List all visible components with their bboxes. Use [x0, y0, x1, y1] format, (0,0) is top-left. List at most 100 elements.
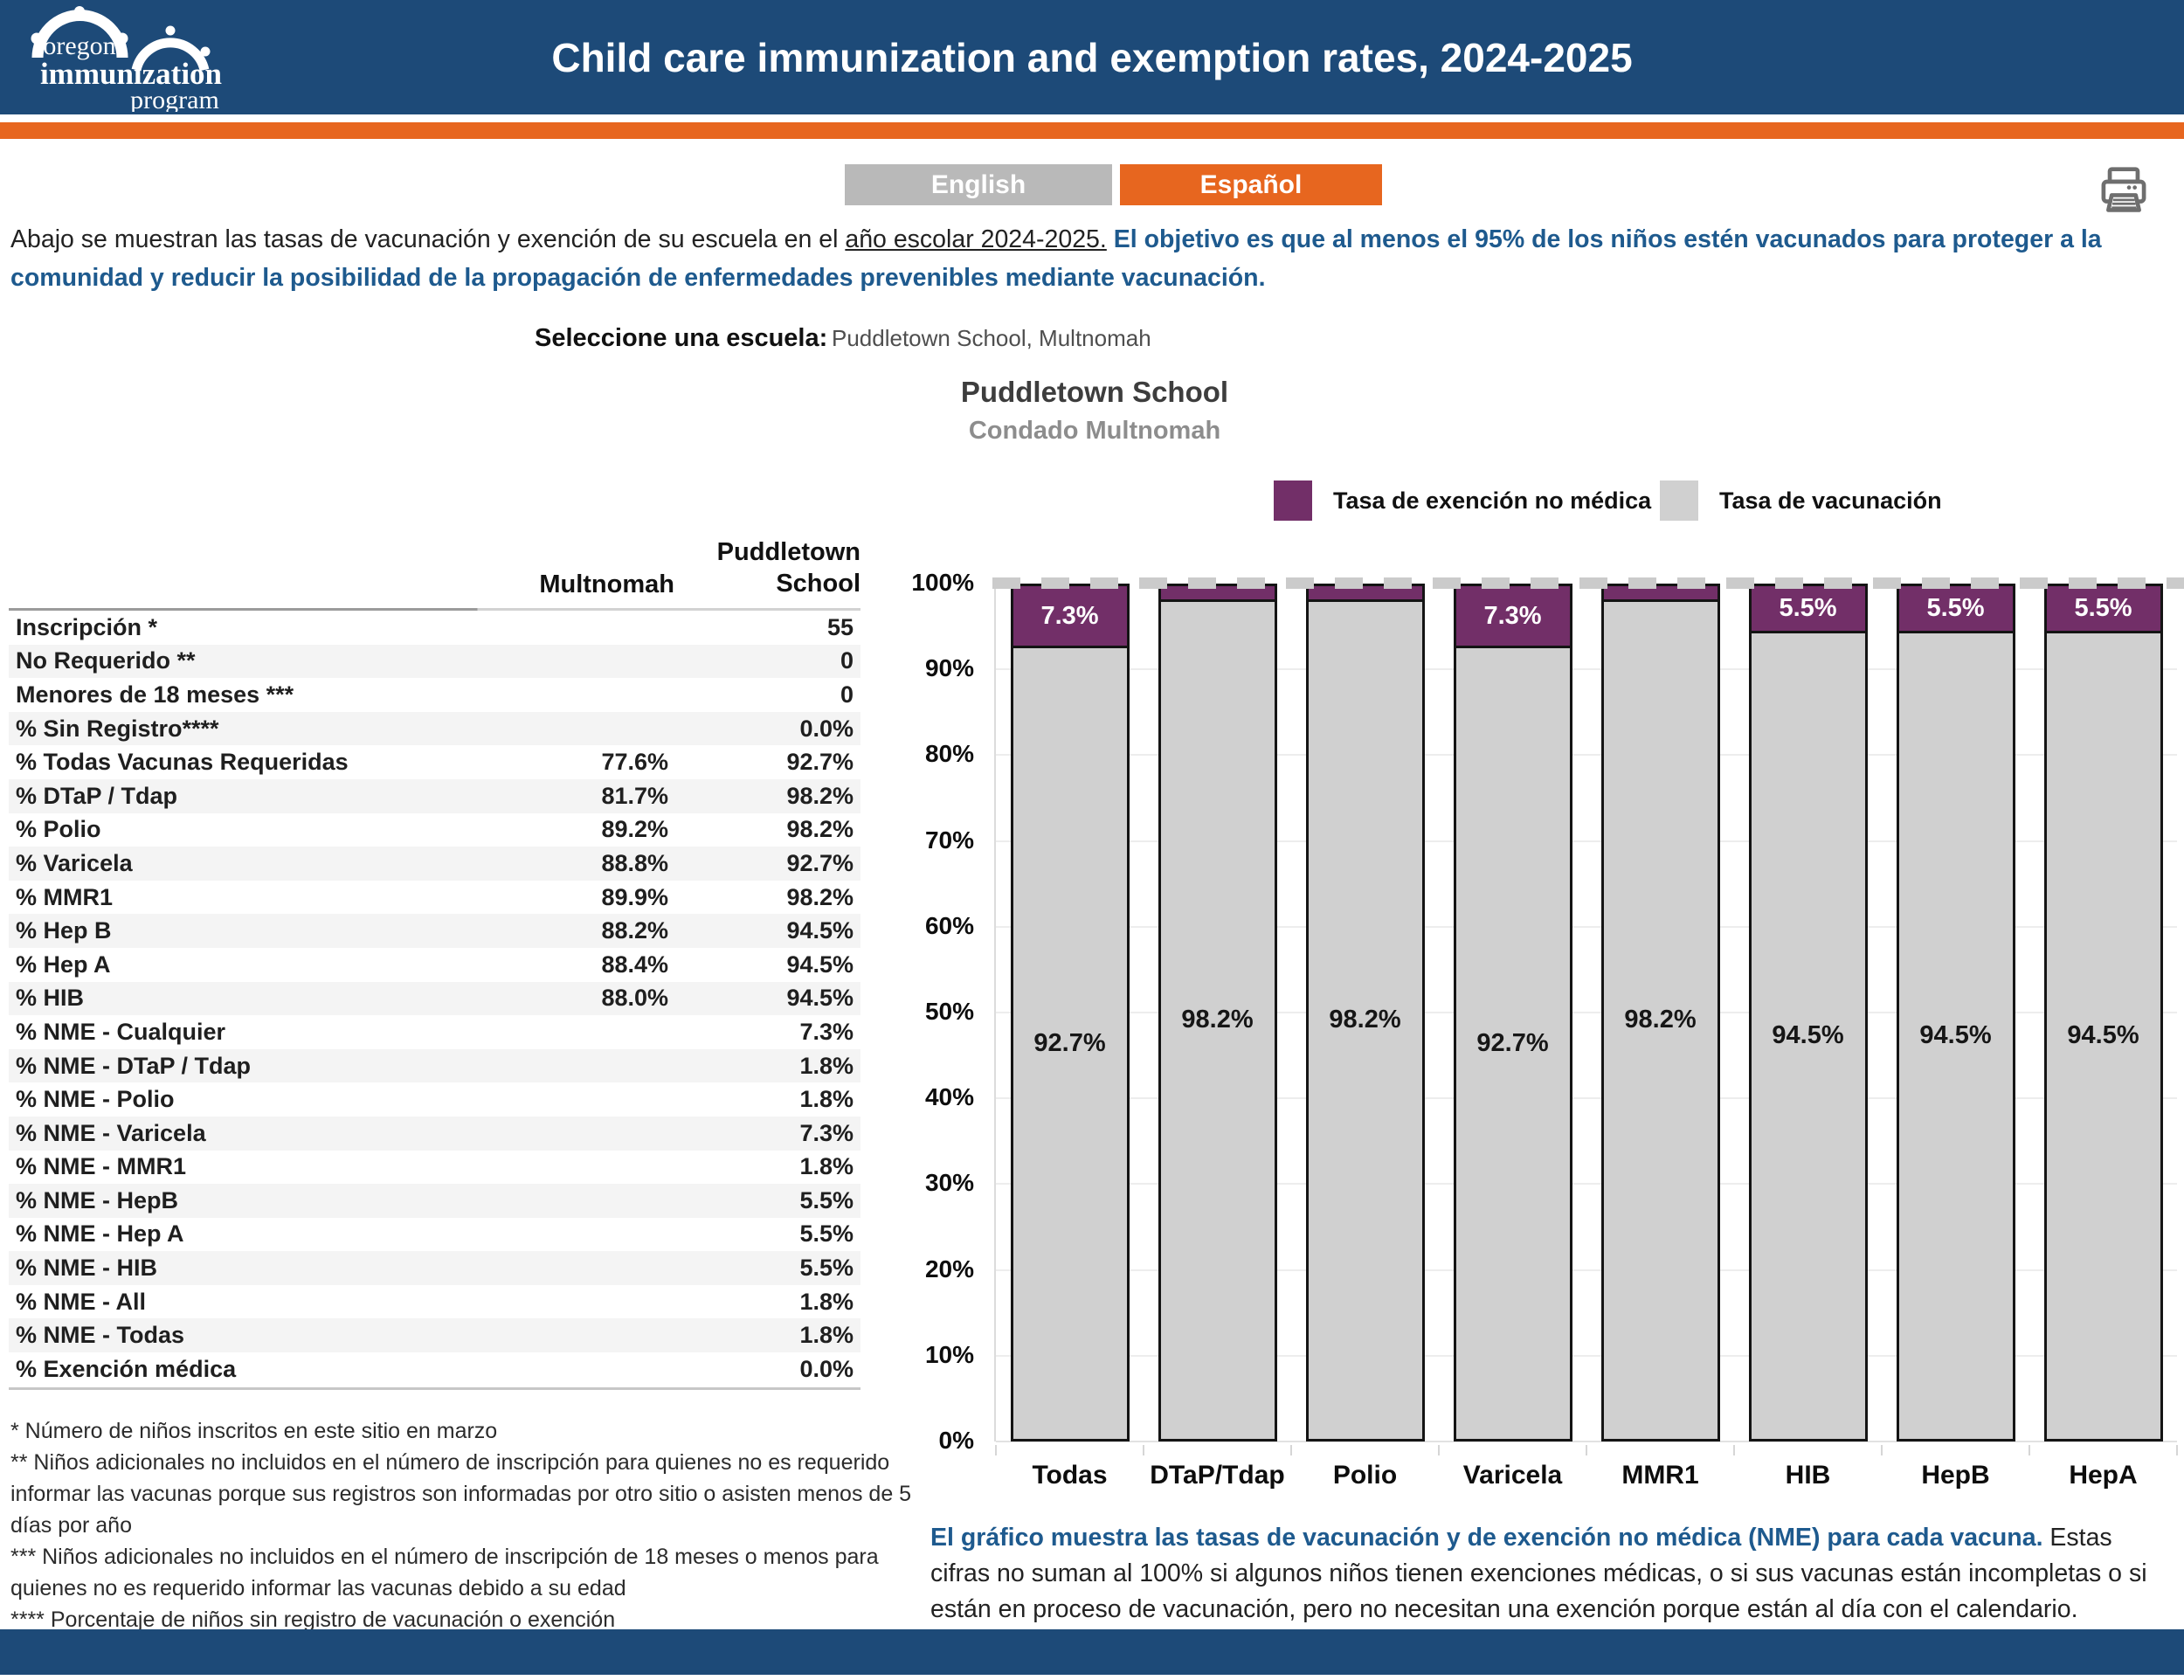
table-row: % Polio 89.2% 98.2% — [9, 813, 860, 847]
legend-item-nme[interactable]: Tasa de exención no médica — [1274, 480, 1651, 521]
page-title: Child care immunization and exemption ra… — [551, 34, 1633, 80]
logo-text-oregon: oregon — [43, 31, 115, 60]
bar-slot: 5.5% 94.5% — [1734, 584, 1882, 1441]
bar-Polio[interactable]: 98.2% — [1305, 584, 1425, 1441]
gridline — [996, 1269, 2177, 1271]
school-dropdown[interactable]: Puddletown School, Multnomah — [832, 325, 1151, 351]
legend-item-vaccination[interactable]: Tasa de vacunación — [1660, 480, 1942, 521]
print-button[interactable] — [2095, 162, 2153, 220]
x-axis-tick — [1143, 1445, 1144, 1455]
table-row: % Todas Vacunas Requeridas 77.6% 92.7% — [9, 745, 860, 779]
row-label: % NME - Hep A — [16, 1220, 184, 1248]
bar-HepA[interactable]: 5.5% 94.5% — [2043, 584, 2163, 1441]
county-value: 88.8% — [601, 849, 668, 876]
vaccination-segment[interactable]: 94.5% — [1898, 633, 2013, 1439]
y-axis-tick-label: 50% — [924, 998, 974, 1025]
x-axis-tick — [1290, 1445, 1292, 1455]
nme-segment[interactable]: 7.3% — [1455, 586, 1570, 649]
nme-segment[interactable] — [1308, 586, 1422, 602]
bar-MMR1[interactable]: 98.2% — [1600, 584, 1720, 1441]
bar-Varicela[interactable]: 7.3% 92.7% — [1453, 584, 1572, 1441]
table-row: % NME - HepB 5.5% — [9, 1184, 860, 1218]
vaccination-segment[interactable]: 98.2% — [1160, 601, 1275, 1439]
vaccination-segment[interactable]: 92.7% — [1455, 648, 1570, 1439]
x-axis-category-label: HIB — [1785, 1461, 1831, 1490]
y-axis-tick-label: 70% — [924, 826, 974, 854]
vaccination-value-label: 98.2% — [1181, 1006, 1254, 1034]
table-row: % NME - MMR1 1.8% — [9, 1151, 860, 1185]
nme-value-label: 7.3% — [1040, 601, 1099, 630]
gridline — [996, 754, 2177, 757]
row-label: % Polio — [16, 816, 101, 843]
gridline — [996, 1354, 2177, 1357]
nme-segment[interactable] — [1160, 586, 1275, 602]
table-row: % NME - Polio 1.8% — [9, 1082, 860, 1117]
nme-value-label: 5.5% — [2074, 593, 2132, 622]
vaccination-segment[interactable]: 94.5% — [1751, 633, 1865, 1439]
english-button[interactable]: English — [845, 164, 1112, 205]
school-value: 0 — [840, 681, 854, 708]
table-row: % NME - Hep A 5.5% — [9, 1218, 860, 1252]
espanol-button[interactable]: Español — [1120, 164, 1382, 205]
bar-HIB[interactable]: 5.5% 94.5% — [1748, 584, 1868, 1441]
intro-goal-text: El objetivo es que al menos el 95% de lo… — [10, 225, 2102, 292]
y-axis-tick-label: 40% — [924, 1083, 974, 1111]
school-value: 55 — [826, 613, 854, 640]
x-axis-category-label: DTaP/Tdap — [1150, 1461, 1285, 1490]
footnote: **** Porcentaje de niños sin registro de… — [10, 1607, 616, 1632]
school-value: 0 — [840, 647, 854, 674]
nme-segment[interactable]: 5.5% — [1751, 586, 1865, 633]
school-value: 5.5% — [799, 1255, 854, 1282]
intro-paragraph: Abajo se muestran las tasas de vacunació… — [10, 220, 2175, 297]
gridline — [996, 1441, 2177, 1442]
bar-HepB[interactable]: 5.5% 94.5% — [1896, 584, 2015, 1441]
nme-segment[interactable]: 5.5% — [1898, 586, 2013, 633]
x-axis-category-label: HepB — [1921, 1461, 1990, 1490]
y-axis-tick-label: 30% — [924, 1169, 974, 1197]
bar-slot: 98.2% — [1586, 584, 1734, 1441]
nme-segment[interactable]: 7.3% — [1013, 586, 1127, 649]
table-header: Multnomah Puddletown School — [9, 507, 860, 608]
row-label: % Sin Registro**** — [16, 715, 219, 742]
x-axis-tick — [1586, 1445, 1587, 1455]
table-row: Inscripción * 55 — [9, 611, 860, 645]
nme-value-label: 5.5% — [1926, 593, 1985, 622]
x-axis-tick — [2028, 1445, 2030, 1455]
school-value: 1.8% — [799, 1052, 854, 1079]
bar-slot: 98.2% — [1144, 584, 1291, 1441]
school-value: 98.2% — [786, 816, 854, 843]
school-selector-label: Seleccione una escuela: — [535, 324, 828, 352]
vaccination-swatch — [1660, 480, 1698, 521]
vaccination-segment[interactable]: 94.5% — [2046, 633, 2160, 1439]
county-value: 88.4% — [601, 951, 668, 978]
nme-segment[interactable] — [1603, 586, 1717, 602]
y-axis-tick-label: 10% — [924, 1340, 974, 1368]
bar-slot: 5.5% 94.5% — [1882, 584, 2029, 1441]
school-value: 7.3% — [799, 1119, 854, 1146]
county-value: 77.6% — [601, 749, 668, 776]
vaccination-segment[interactable]: 92.7% — [1013, 648, 1127, 1439]
vaccination-value-label: 94.5% — [1772, 1021, 1844, 1050]
table-row: % NME - DTaP / Tdap 1.8% — [9, 1048, 860, 1083]
school-value: 1.8% — [799, 1153, 854, 1180]
row-label: % Exención médica — [16, 1355, 237, 1382]
vaccination-segment[interactable]: 98.2% — [1308, 601, 1422, 1439]
county-value: 88.2% — [601, 917, 668, 944]
vaccination-value-label: 98.2% — [1624, 1006, 1697, 1034]
y-axis-tick-label: 0% — [938, 1427, 974, 1454]
nme-swatch — [1274, 480, 1312, 521]
bar-Todas[interactable]: 7.3% 92.7% — [1010, 584, 1130, 1441]
vaccination-segment[interactable]: 98.2% — [1603, 601, 1717, 1439]
nme-segment[interactable]: 5.5% — [2046, 586, 2160, 633]
school-value: 5.5% — [799, 1220, 854, 1248]
school-value: 0.0% — [799, 715, 854, 742]
table-row: % NME - Varicela 7.3% — [9, 1116, 860, 1151]
chart-plot: 100% 90% 80% 70% 60% 50% 40% 30% 20% 10% 0% 7.3% 92.… — [911, 569, 2184, 1490]
bar-DTaP/Tdap[interactable]: 98.2% — [1158, 584, 1277, 1441]
x-axis-category-label: Todas — [1032, 1461, 1108, 1490]
oregon-immunization-program-logo: oregon immunization program — [24, 3, 243, 116]
explanation-bold: El gráfico muestra las tasas de vacunaci… — [930, 1524, 2043, 1552]
row-label: % NME - Cualquier — [16, 1018, 226, 1045]
logo-text-immunization: immunization — [40, 57, 222, 91]
